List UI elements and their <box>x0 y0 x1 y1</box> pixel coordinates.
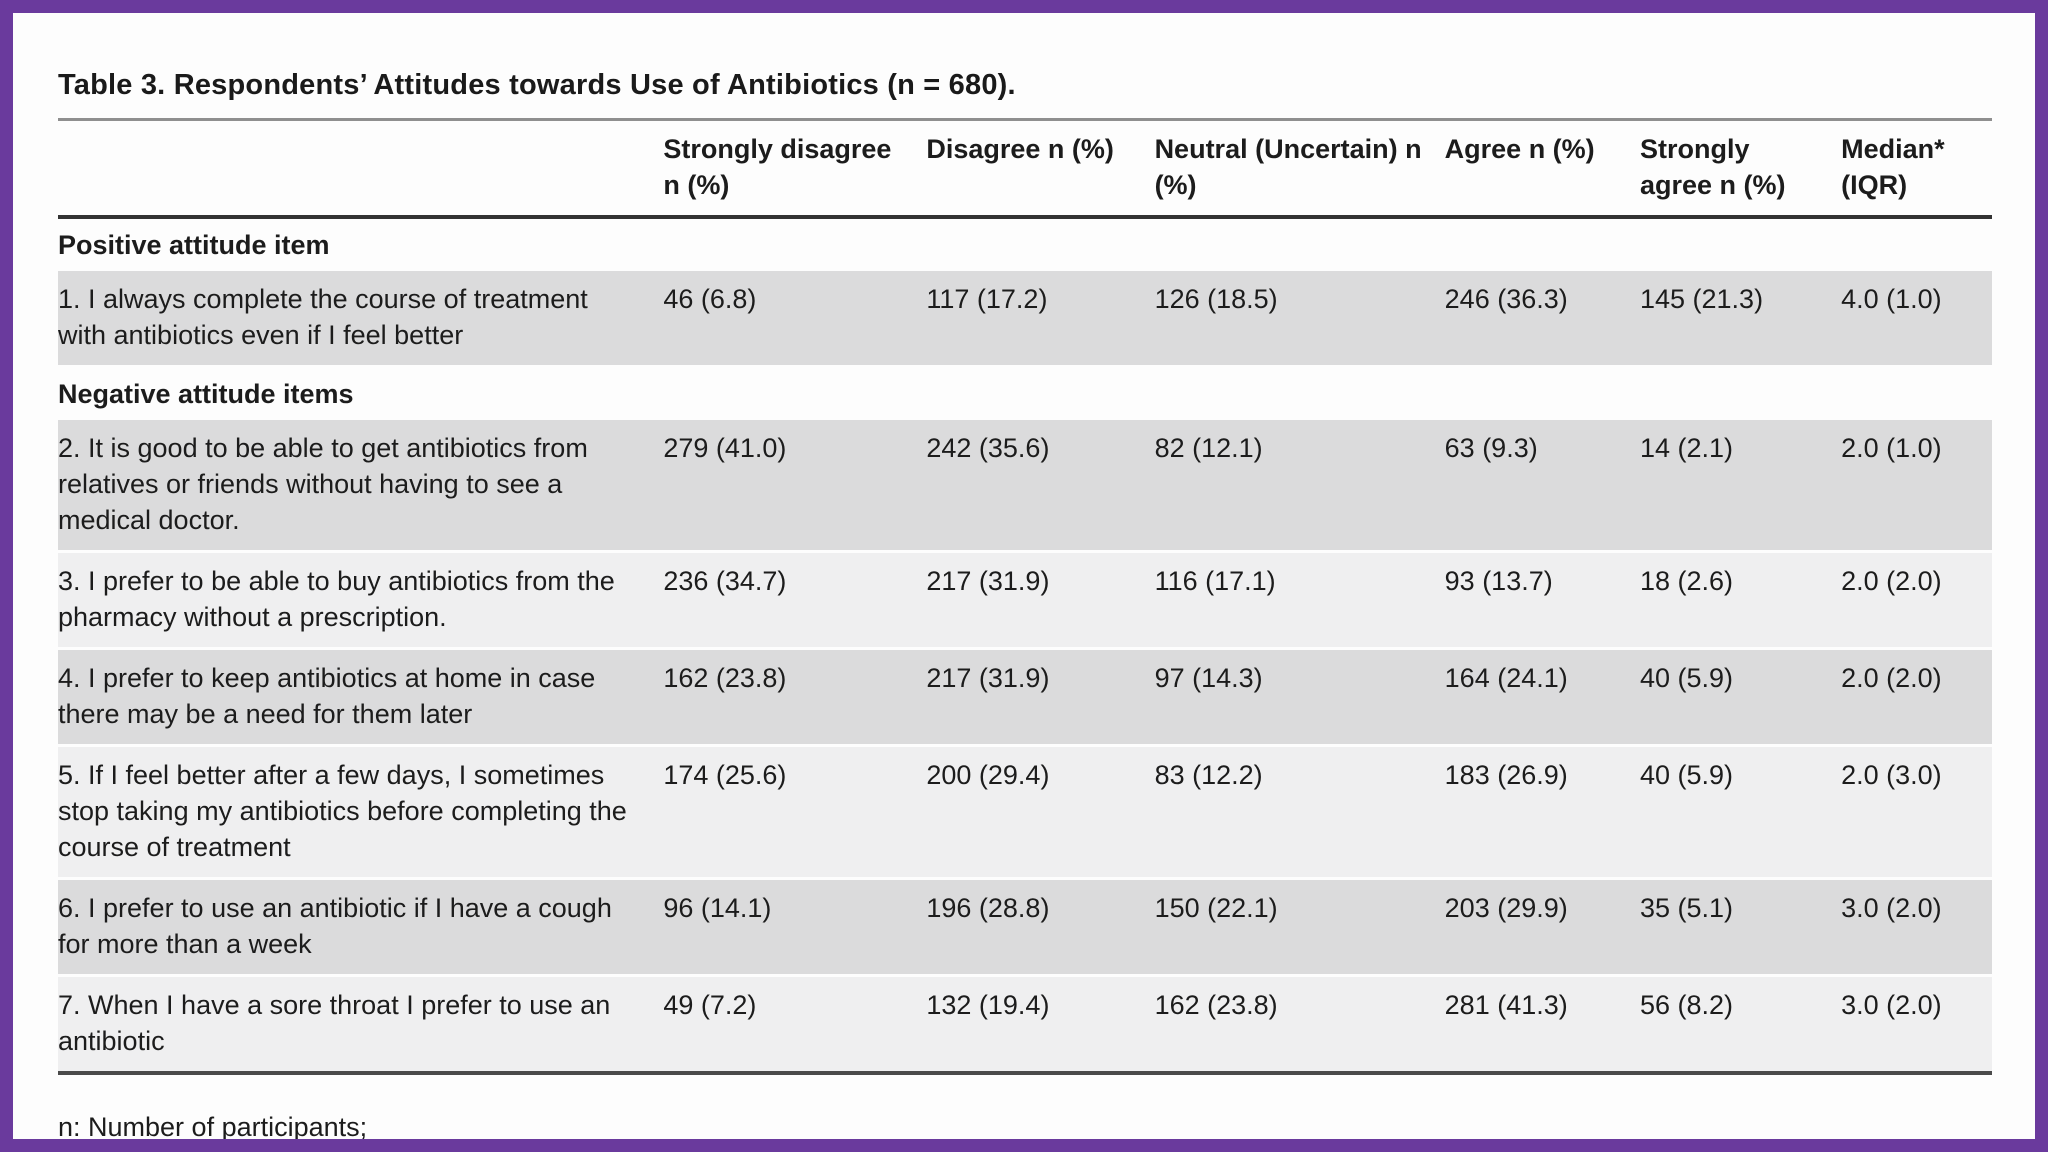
value-cell: 2.0 (2.0) <box>1841 648 1992 747</box>
value-cell: 4.0 (1.0) <box>1841 271 1992 368</box>
value-cell: 281 (41.3) <box>1444 975 1640 1075</box>
value-cell: 93 (13.7) <box>1444 551 1640 650</box>
table-row: 6. I prefer to use an antibiotic if I ha… <box>58 878 1992 977</box>
attitudes-table: Strongly disagree n (%) Disagree n (%) N… <box>58 118 1992 1075</box>
column-header-agree: Agree n (%) <box>1444 119 1640 219</box>
column-header-item <box>58 119 664 219</box>
item-cell: 4. I prefer to keep antibiotics at home … <box>58 648 664 747</box>
footnotes: n: Number of participants; *1: Strongly … <box>58 1109 1992 1139</box>
value-cell: 97 (14.3) <box>1154 648 1445 747</box>
value-cell: 2.0 (1.0) <box>1841 420 1992 553</box>
value-cell: 3.0 (2.0) <box>1841 878 1992 977</box>
value-cell: 162 (23.8) <box>1154 975 1445 1075</box>
value-cell: 164 (24.1) <box>1444 648 1640 747</box>
table-row: 5. If I feel better after a few days, I … <box>58 745 1992 880</box>
value-cell: 18 (2.6) <box>1639 551 1842 650</box>
item-cell: 5. If I feel better after a few days, I … <box>58 745 664 880</box>
value-cell: 162 (23.8) <box>663 648 927 747</box>
value-cell: 203 (29.9) <box>1444 878 1640 977</box>
value-cell: 82 (12.1) <box>1154 420 1445 553</box>
value-cell: 279 (41.0) <box>663 420 927 553</box>
value-cell: 200 (29.4) <box>926 745 1155 880</box>
value-cell: 150 (22.1) <box>1154 878 1445 977</box>
section-header-negative: Negative attitude items <box>58 366 1992 420</box>
section-label: Positive attitude item <box>58 217 1992 271</box>
value-cell: 40 (5.9) <box>1639 745 1842 880</box>
value-cell: 49 (7.2) <box>663 975 927 1075</box>
value-cell: 56 (8.2) <box>1639 975 1842 1075</box>
table-row: 2. It is good to be able to get antibiot… <box>58 420 1992 553</box>
value-cell: 217 (31.9) <box>926 648 1155 747</box>
value-cell: 83 (12.2) <box>1154 745 1445 880</box>
value-cell: 96 (14.1) <box>663 878 927 977</box>
value-cell: 126 (18.5) <box>1154 271 1445 368</box>
value-cell: 2.0 (2.0) <box>1841 551 1992 650</box>
footnote-n: n: Number of participants; <box>58 1112 368 1139</box>
value-cell: 35 (5.1) <box>1639 878 1842 977</box>
column-header-median: Median* (IQR) <box>1841 119 1992 219</box>
column-header-neutral: Neutral (Uncertain) n (%) <box>1154 119 1445 219</box>
value-cell: 3.0 (2.0) <box>1841 975 1992 1075</box>
column-header-strongly-agree: Strongly agree n (%) <box>1639 119 1842 219</box>
value-cell: 196 (28.8) <box>926 878 1155 977</box>
item-cell: 2. It is good to be able to get antibiot… <box>58 420 664 553</box>
table-row: 3. I prefer to be able to buy antibiotic… <box>58 551 1992 650</box>
value-cell: 236 (34.7) <box>663 551 927 650</box>
value-cell: 2.0 (3.0) <box>1841 745 1992 880</box>
value-cell: 117 (17.2) <box>926 271 1155 368</box>
value-cell: 246 (36.3) <box>1444 271 1640 368</box>
table-row: 4. I prefer to keep antibiotics at home … <box>58 648 1992 747</box>
item-cell: 3. I prefer to be able to buy antibiotic… <box>58 551 664 650</box>
item-cell: 7. When I have a sore throat I prefer to… <box>58 975 664 1075</box>
article-page: Table 3. Respondents’ Attitudes towards … <box>13 13 2035 1139</box>
column-header-disagree: Disagree n (%) <box>926 119 1155 219</box>
header-row: Strongly disagree n (%) Disagree n (%) N… <box>58 119 1992 219</box>
value-cell: 132 (19.4) <box>926 975 1155 1075</box>
table-title: Table 3. Respondents’ Attitudes towards … <box>58 69 1016 101</box>
value-cell: 46 (6.8) <box>663 271 927 368</box>
value-cell: 40 (5.9) <box>1639 648 1842 747</box>
table-row: 1. I always complete the course of treat… <box>58 271 1992 368</box>
value-cell: 116 (17.1) <box>1154 551 1445 650</box>
value-cell: 145 (21.3) <box>1639 271 1842 368</box>
value-cell: 183 (26.9) <box>1444 745 1640 880</box>
section-label: Negative attitude items <box>58 366 1992 420</box>
section-header-positive: Positive attitude item <box>58 217 1992 271</box>
item-cell: 6. I prefer to use an antibiotic if I ha… <box>58 878 664 977</box>
table-row: 7. When I have a sore throat I prefer to… <box>58 975 1992 1075</box>
value-cell: 63 (9.3) <box>1444 420 1640 553</box>
value-cell: 217 (31.9) <box>926 551 1155 650</box>
item-cell: 1. I always complete the course of treat… <box>58 271 664 368</box>
value-cell: 174 (25.6) <box>663 745 927 880</box>
value-cell: 14 (2.1) <box>1639 420 1842 553</box>
value-cell: 242 (35.6) <box>926 420 1155 553</box>
column-header-strongly-disagree: Strongly disagree n (%) <box>663 119 927 219</box>
